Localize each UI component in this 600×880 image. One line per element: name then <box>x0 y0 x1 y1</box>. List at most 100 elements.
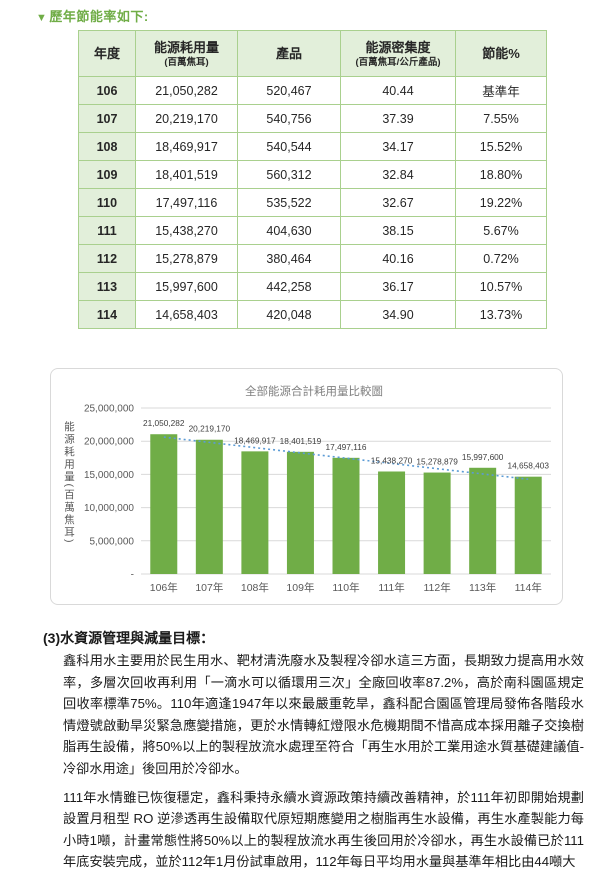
cell-intensity: 40.44 <box>340 76 456 105</box>
water-paragraph-1: 鑫科用水主要用於民生用水、靶材清洗廢水及製程冷卻水這三方面，長期致力提高用水效率… <box>63 653 584 776</box>
y-tick-label: 15,000,000 <box>84 470 134 481</box>
cell-energy: 21,050,282 <box>135 76 238 105</box>
cell-product: 520,467 <box>237 76 341 105</box>
chart-title: 全部能源合計耗用量比較圖 <box>245 384 383 398</box>
section-title-text: 歷年節能率如下: <box>49 9 149 24</box>
x-tick-label: 109年 <box>286 581 314 594</box>
x-tick-label: 106年 <box>150 581 178 594</box>
x-tick-label: 108年 <box>241 581 269 594</box>
cell-year: 109 <box>78 160 136 189</box>
cell-intensity: 36.17 <box>340 272 456 301</box>
bar-113年 <box>469 467 497 574</box>
cell-energy: 18,469,917 <box>135 132 238 161</box>
cell-saving: 18.80% <box>455 160 547 189</box>
cell-intensity: 38.15 <box>340 216 456 245</box>
cell-energy: 20,219,170 <box>135 104 238 133</box>
water-paragraph-2: 111年水情雖已恢復穩定，鑫科秉持永續水資源政策持續改善精神，於111年初即開始… <box>63 789 584 870</box>
cell-saving: 5.67% <box>455 216 547 245</box>
column-header-intensity: 能源密集度 (百萬焦耳/公斤產品) <box>340 30 456 77</box>
cell-product: 540,756 <box>237 104 341 133</box>
cell-year: 111 <box>78 216 136 245</box>
bar-data-label: 14,658,403 <box>507 461 549 471</box>
cell-energy: 15,438,270 <box>135 216 238 245</box>
cell-product: 442,258 <box>237 272 341 301</box>
cell-product: 380,464 <box>237 244 341 273</box>
bar-109年 <box>286 451 314 574</box>
bar-110年 <box>332 457 360 574</box>
cell-saving: 基準年 <box>455 76 547 105</box>
cell-year: 114 <box>78 300 136 329</box>
energy-consumption-chart: 全部能源合計耗用量比較圖 25,000,000 20,000,000 15,000,0… <box>50 368 563 605</box>
cell-intensity: 32.84 <box>340 160 456 189</box>
column-header-energy: 能源耗用量 (百萬焦耳) <box>135 30 238 77</box>
cell-energy: 15,278,879 <box>135 244 238 273</box>
cell-product: 404,630 <box>237 216 341 245</box>
cell-year: 108 <box>78 132 136 161</box>
cell-intensity: 40.16 <box>340 244 456 273</box>
bar-data-label: 17,497,116 <box>326 442 367 452</box>
triangle-down-icon: ▼ <box>36 12 48 24</box>
bar-111年 <box>378 471 406 574</box>
cell-year: 107 <box>78 104 136 133</box>
table-row: 110 17,497,116 535,522 32.67 19.22% <box>78 188 547 217</box>
section-title: ▼ 歷年節能率如下: <box>36 6 149 25</box>
cell-saving: 15.52% <box>455 132 547 161</box>
x-tick-label: 112年 <box>423 581 450 594</box>
bar-107年 <box>195 439 223 574</box>
cell-energy: 18,401,519 <box>135 160 238 189</box>
table-row: 107 20,219,170 540,756 37.39 7.55% <box>78 104 547 133</box>
cell-intensity: 32.67 <box>340 188 456 217</box>
cell-product: 420,048 <box>237 300 341 329</box>
energy-savings-table: 年度 能源耗用量 (百萬焦耳) 產品 能源密集度 (百萬焦耳/公斤產品) 節能% 106 21… <box>78 30 547 329</box>
water-section-heading: (3)水資源管理與減量目標： <box>43 630 215 646</box>
bar-data-label: 15,438,270 <box>371 455 413 465</box>
cell-intensity: 34.90 <box>340 300 456 329</box>
water-section-body: 鑫科用水主要用於民生用水、靶材清洗廢水及製程冷卻水這三方面，長期致力提高用水效率… <box>63 650 584 880</box>
cell-saving: 7.55% <box>455 104 547 133</box>
cell-intensity: 37.39 <box>340 104 456 133</box>
energy-chart-canvas: 全部能源合計耗用量比較圖 25,000,000 20,000,000 15,000,0… <box>84 384 551 594</box>
x-tick-label: 107年 <box>195 581 223 594</box>
cell-product: 540,544 <box>237 132 341 161</box>
table-row: 111 15,438,270 404,630 38.15 5.67% <box>78 216 547 245</box>
x-tick-label: 111年 <box>378 581 404 594</box>
cell-saving: 0.72% <box>455 244 547 273</box>
column-header-product: 產品 <box>237 30 341 77</box>
cell-energy: 14,658,403 <box>135 300 238 329</box>
bar-114年 <box>514 476 542 574</box>
cell-saving: 13.73% <box>455 300 547 329</box>
bar-112年 <box>423 472 451 574</box>
x-tick-label: 114年 <box>515 581 542 594</box>
y-tick-label: 5,000,000 <box>90 536 135 547</box>
table-row: 106 21,050,282 520,467 40.44 基準年 <box>78 76 547 105</box>
cell-intensity: 34.17 <box>340 132 456 161</box>
x-tick-label: 113年 <box>469 581 496 594</box>
y-tick-label: - <box>131 570 134 581</box>
bar-data-label: 18,401,519 <box>280 436 322 446</box>
cell-saving: 10.57% <box>455 272 547 301</box>
cell-energy: 17,497,116 <box>135 188 238 217</box>
cell-saving: 19.22% <box>455 188 547 217</box>
bar-data-label: 15,278,879 <box>416 457 458 467</box>
cell-energy: 15,997,600 <box>135 272 238 301</box>
chart-y-axis-title: 能源耗用量(百萬焦耳) <box>63 421 75 545</box>
trendline <box>163 436 529 481</box>
bar-108年 <box>241 451 269 574</box>
table-row: 113 15,997,600 442,258 36.17 10.57% <box>78 272 547 301</box>
cell-year: 112 <box>78 244 136 273</box>
bar-data-label: 15,997,600 <box>462 452 504 462</box>
column-header-year: 年度 <box>78 30 136 77</box>
x-tick-label: 110年 <box>332 581 359 594</box>
table-row: 108 18,469,917 540,544 34.17 15.52% <box>78 132 547 161</box>
bar-data-label: 20,219,170 <box>189 424 231 434</box>
cell-year: 110 <box>78 188 136 217</box>
y-tick-label: 20,000,000 <box>84 437 134 448</box>
table-row: 112 15,278,879 380,464 40.16 0.72% <box>78 244 547 273</box>
y-tick-label: 10,000,000 <box>84 503 134 514</box>
y-tick-label: 25,000,000 <box>84 404 134 415</box>
bar-data-label: 21,050,282 <box>143 418 185 428</box>
cell-year: 113 <box>78 272 136 301</box>
table-row: 109 18,401,519 560,312 32.84 18.80% <box>78 160 547 189</box>
table-header-row: 年度 能源耗用量 (百萬焦耳) 產品 能源密集度 (百萬焦耳/公斤產品) 節能% <box>78 30 547 77</box>
cell-product: 560,312 <box>237 160 341 189</box>
